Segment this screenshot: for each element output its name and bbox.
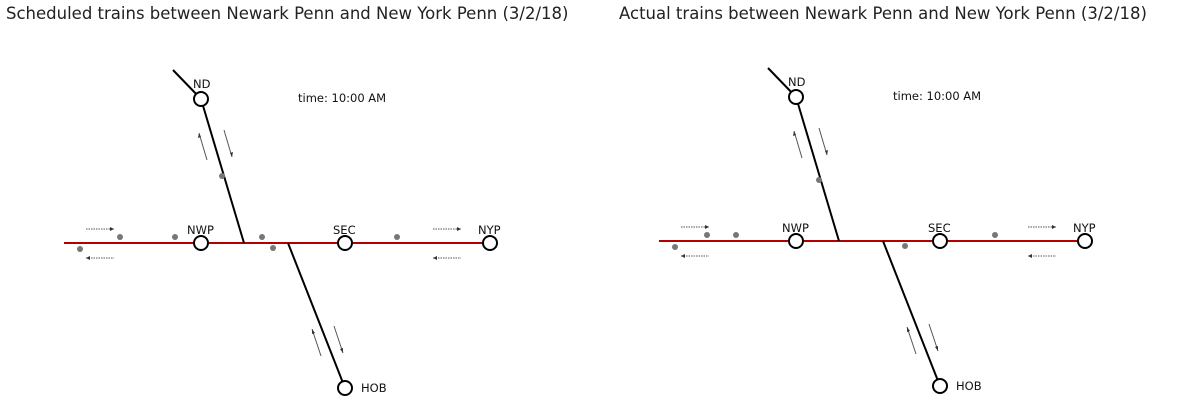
station-nwp-label: NWP <box>782 221 809 235</box>
train-dot[interactable] <box>259 234 265 240</box>
actual-map: ND NWP SEC NYP HOB time: 10:00 AM <box>659 67 1096 394</box>
hob-branch-line <box>882 240 941 387</box>
train-dots <box>672 177 998 250</box>
direction-arrow-head <box>825 150 828 155</box>
scheduled-panel: Scheduled trains between Newark Penn and… <box>6 4 569 396</box>
train-dot[interactable] <box>219 173 225 179</box>
direction-arrow <box>198 132 208 161</box>
scheduled-panel-title: Scheduled trains between Newark Penn and… <box>6 4 569 23</box>
station-nyp-marker[interactable] <box>1077 233 1093 249</box>
train-dot[interactable] <box>992 232 998 238</box>
train-dot[interactable] <box>902 243 908 249</box>
station-nd-marker[interactable] <box>193 91 209 107</box>
train-dot[interactable] <box>816 177 822 183</box>
time-label: time: 10:00 AM <box>893 89 981 103</box>
station-nwp-marker[interactable] <box>788 233 804 249</box>
actual-panel: Actual trains between Newark Penn and Ne… <box>595 0 1195 400</box>
direction-arrow-head <box>1028 254 1032 258</box>
station-nyp-label: NYP <box>1073 221 1096 235</box>
station-nd-marker[interactable] <box>788 89 804 105</box>
train-dot[interactable] <box>77 246 83 252</box>
station-nd-label: ND <box>193 77 211 91</box>
direction-arrow-head <box>230 152 233 157</box>
scheduled-map: ND NWP SEC NYP HOB time: 10:00 AM <box>64 69 501 396</box>
direction-arrows <box>86 129 461 357</box>
hob-branch-line <box>287 242 346 389</box>
train-dot[interactable] <box>270 245 276 251</box>
station-hob-marker[interactable] <box>932 378 948 394</box>
direction-arrows <box>681 127 1056 355</box>
direction-arrow <box>793 130 803 159</box>
train-dot[interactable] <box>117 234 123 240</box>
station-sec-label: SEC <box>333 223 356 237</box>
train-dot[interactable] <box>704 232 710 238</box>
direction-arrow <box>223 129 233 158</box>
direction-arrow-head <box>198 133 201 138</box>
direction-arrow-head <box>793 131 796 136</box>
station-nyp-marker[interactable] <box>482 235 498 251</box>
station-hob-label: HOB <box>361 381 387 395</box>
train-dots <box>77 173 400 252</box>
direction-arrow-head <box>340 348 343 353</box>
station-hob-marker[interactable] <box>337 380 353 396</box>
track-map: ND NWP SEC NYP HOB time: 10:00 AM <box>659 67 1096 394</box>
direction-arrow <box>818 127 828 156</box>
station-sec-label: SEC <box>928 221 951 235</box>
train-dot[interactable] <box>733 232 739 238</box>
station-nwp-marker[interactable] <box>193 235 209 251</box>
station-nwp-label: NWP <box>187 223 214 237</box>
train-dot[interactable] <box>172 234 178 240</box>
time-label: time: 10:00 AM <box>298 91 386 105</box>
station-hob-label: HOB <box>956 379 982 393</box>
track-map: ND NWP SEC NYP HOB time: 10:00 AM <box>64 69 501 396</box>
actual-panel-title: Actual trains between Newark Penn and Ne… <box>619 4 1147 23</box>
station-sec-marker[interactable] <box>932 233 948 249</box>
direction-arrow-head <box>907 327 910 332</box>
direction-arrow-head <box>935 346 938 351</box>
direction-arrow-head <box>681 254 685 258</box>
station-sec-marker[interactable] <box>337 235 353 251</box>
station-nyp-label: NYP <box>478 223 501 237</box>
direction-arrow-head <box>705 225 709 229</box>
nd-branch-line <box>795 96 840 242</box>
direction-arrow-head <box>86 256 90 260</box>
train-dot[interactable] <box>672 244 678 250</box>
direction-arrow-head <box>110 227 114 231</box>
direction-arrow-head <box>433 256 437 260</box>
nd-branch-line <box>200 98 245 244</box>
train-dot[interactable] <box>394 234 400 240</box>
station-nd-label: ND <box>788 75 806 89</box>
direction-arrow-head <box>457 227 461 231</box>
direction-arrow-head <box>312 329 315 334</box>
direction-arrow-head <box>1052 225 1056 229</box>
